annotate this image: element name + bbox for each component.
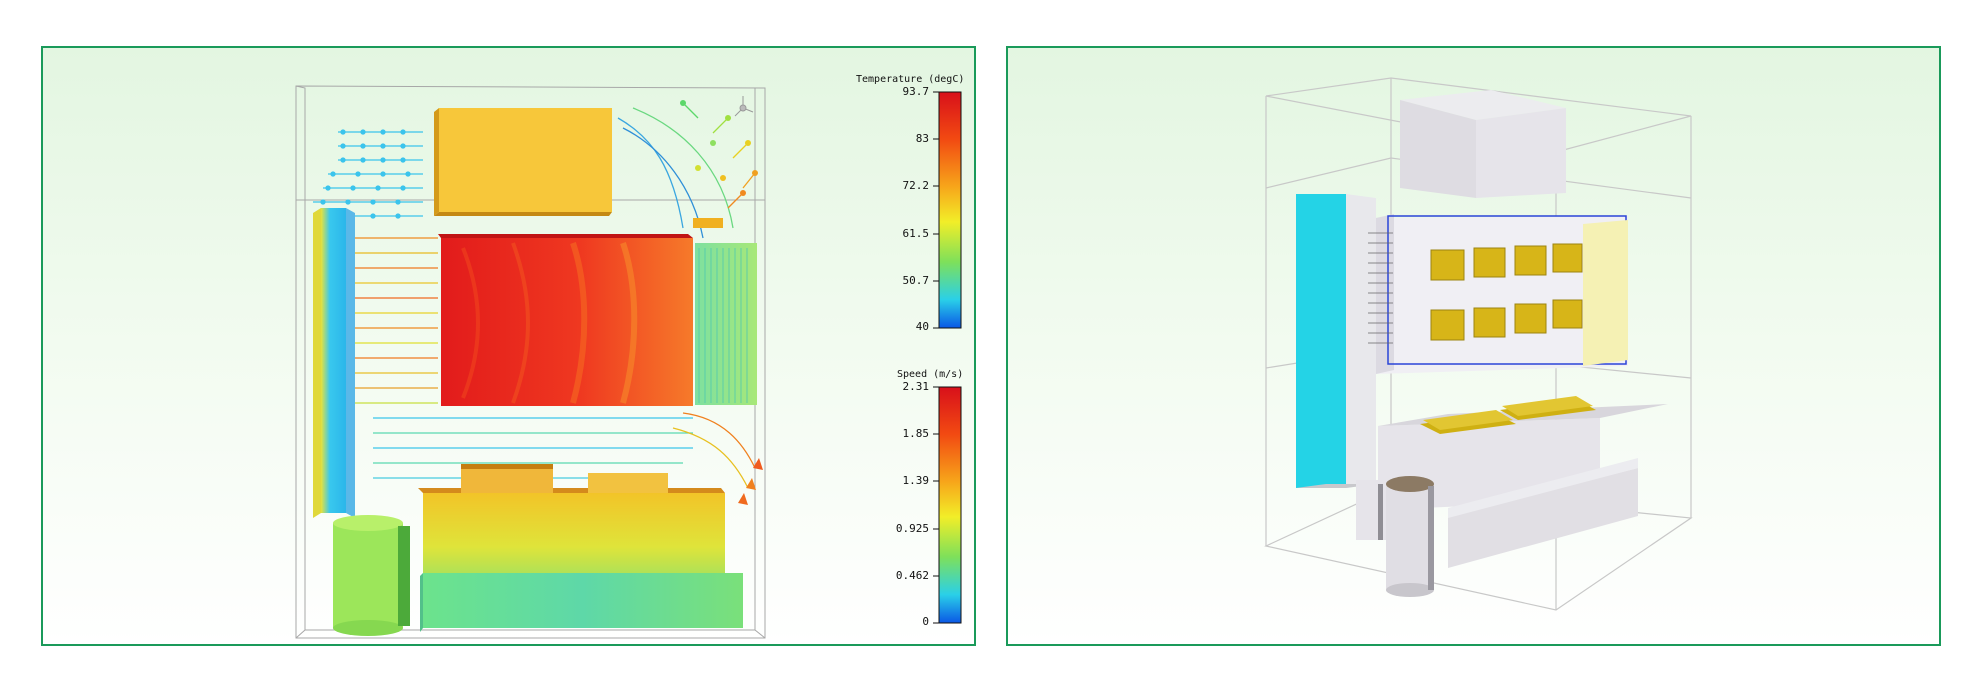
chips [1430, 243, 1583, 341]
geometry-model-view[interactable] [1006, 46, 1941, 646]
capacitor-cylinder [333, 515, 410, 636]
temperature-ticks [933, 91, 939, 329]
left-fan-column [1296, 194, 1376, 488]
thermal-simulation-view[interactable]: Temperature (degC) 93.7 83 72.2 61.5 50.… [41, 46, 976, 646]
speed-tick: 0.925 [895, 522, 929, 535]
top-module [434, 108, 612, 216]
speed-tick: 2.31 [902, 380, 930, 393]
temperature-color-bar [938, 91, 962, 329]
speed-tick: 0 [922, 615, 929, 628]
connector-pins [1368, 232, 1393, 344]
top-module [1400, 90, 1566, 198]
main-board [1368, 214, 1628, 374]
speed-tick: 1.85 [902, 427, 930, 440]
speed-legend-title: Speed (m/s) [897, 369, 964, 380]
airflow-arrows-left [355, 237, 438, 404]
temperature-legend-title: Temperature (degC) [856, 74, 965, 85]
base-plate [420, 573, 743, 632]
airflow-arrows-top-right [617, 100, 758, 239]
capacitor-cylinder [1356, 476, 1434, 597]
left-fan-column [313, 208, 355, 518]
speed-ticks [933, 386, 939, 624]
speed-color-bar [938, 386, 962, 624]
heat-sink-right [693, 218, 757, 405]
speed-tick: 1.39 [902, 474, 930, 487]
thermal-scene [295, 85, 962, 639]
temperature-tick: 83 [915, 132, 929, 145]
airflow-arrows-top [313, 129, 423, 219]
main-board-hot [438, 234, 693, 406]
temperature-tick: 40 [915, 320, 929, 333]
temperature-tick: 50.7 [902, 274, 930, 287]
speed-tick: 0.462 [895, 569, 929, 582]
temperature-tick: 72.2 [902, 179, 930, 192]
orientation-triad [734, 96, 754, 117]
base-plate [1448, 458, 1638, 568]
power-supply-block [418, 464, 725, 583]
temperature-tick: 93.7 [902, 85, 930, 98]
geometry-scene [1264, 77, 1693, 611]
temperature-tick: 61.5 [902, 227, 930, 240]
